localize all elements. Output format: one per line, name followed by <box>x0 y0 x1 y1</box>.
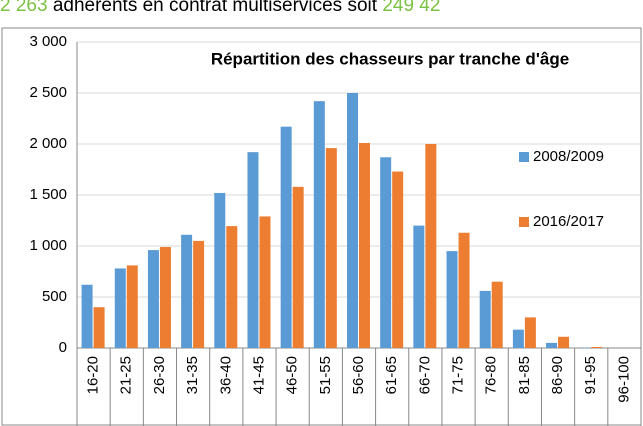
legend-swatch <box>519 217 529 227</box>
x-tick-label: 56-60 <box>350 356 367 394</box>
bar <box>147 250 159 348</box>
x-tick-label: 61-65 <box>383 356 400 394</box>
bar <box>181 234 193 348</box>
bar <box>280 126 292 348</box>
bar <box>479 290 491 348</box>
bar <box>247 152 259 348</box>
bar <box>159 247 171 348</box>
caption: 2 263 adhérents en contrat multiservices… <box>0 0 440 16</box>
x-tick-label: 76-80 <box>483 356 500 394</box>
x-tick-label: 86-90 <box>549 356 566 394</box>
y-tick-label: 0 <box>59 339 67 356</box>
legend-label: 2008/2009 <box>533 148 604 165</box>
chart-title: Répartition des chasseurs par tranche d'… <box>211 49 569 68</box>
legend-label: 2016/2017 <box>533 213 604 230</box>
bar <box>425 144 437 348</box>
bar <box>226 226 238 348</box>
bar <box>359 142 370 348</box>
x-tick-label: 51-55 <box>317 356 334 394</box>
bar <box>380 157 392 348</box>
bar <box>579 347 591 348</box>
bar <box>93 307 105 348</box>
bar <box>491 281 503 348</box>
bar <box>558 336 570 348</box>
bar <box>512 329 524 348</box>
caption-number: 2 263 <box>0 0 48 16</box>
bar <box>546 342 558 348</box>
y-tick-label: 1 500 <box>29 186 67 203</box>
bar <box>458 232 470 348</box>
x-tick-label: 81-85 <box>516 356 533 394</box>
x-tick-label: 21-25 <box>118 356 135 394</box>
bar <box>81 284 93 348</box>
caption-number: 249 42 <box>382 0 440 16</box>
bar <box>214 192 226 348</box>
y-tick-label: 3 000 <box>29 33 67 50</box>
x-tick-label: 46-50 <box>284 356 301 394</box>
bar <box>347 93 358 348</box>
x-tick-label: 36-40 <box>217 356 234 394</box>
bar <box>413 225 425 348</box>
bar <box>126 265 138 348</box>
bar <box>114 268 126 348</box>
chart-frame <box>1 27 642 426</box>
bar <box>313 101 325 348</box>
bar <box>193 240 205 348</box>
x-tick-label: 41-45 <box>250 356 267 394</box>
x-tick-label: 66-70 <box>416 356 433 394</box>
x-tick-label: 26-30 <box>151 356 168 394</box>
legend-swatch <box>519 152 529 162</box>
bar <box>524 317 536 348</box>
caption-text: adhérents en contrat multiservices soit <box>48 0 383 16</box>
x-tick-label: 16-20 <box>85 356 102 394</box>
x-tick-label: 96-100 <box>615 356 632 403</box>
x-tick-label: 71-75 <box>449 356 466 394</box>
x-tick-label: 31-35 <box>184 356 201 394</box>
bar <box>292 186 304 348</box>
bar <box>591 346 603 348</box>
bar <box>446 251 458 348</box>
bar <box>325 148 337 348</box>
bar <box>259 216 271 348</box>
y-tick-label: 2 500 <box>29 84 67 101</box>
bar <box>392 171 404 348</box>
y-tick-label: 500 <box>42 288 67 305</box>
y-tick-label: 1 000 <box>29 237 67 254</box>
y-tick-label: 2 000 <box>29 135 67 152</box>
x-tick-label: 91-95 <box>582 356 599 394</box>
